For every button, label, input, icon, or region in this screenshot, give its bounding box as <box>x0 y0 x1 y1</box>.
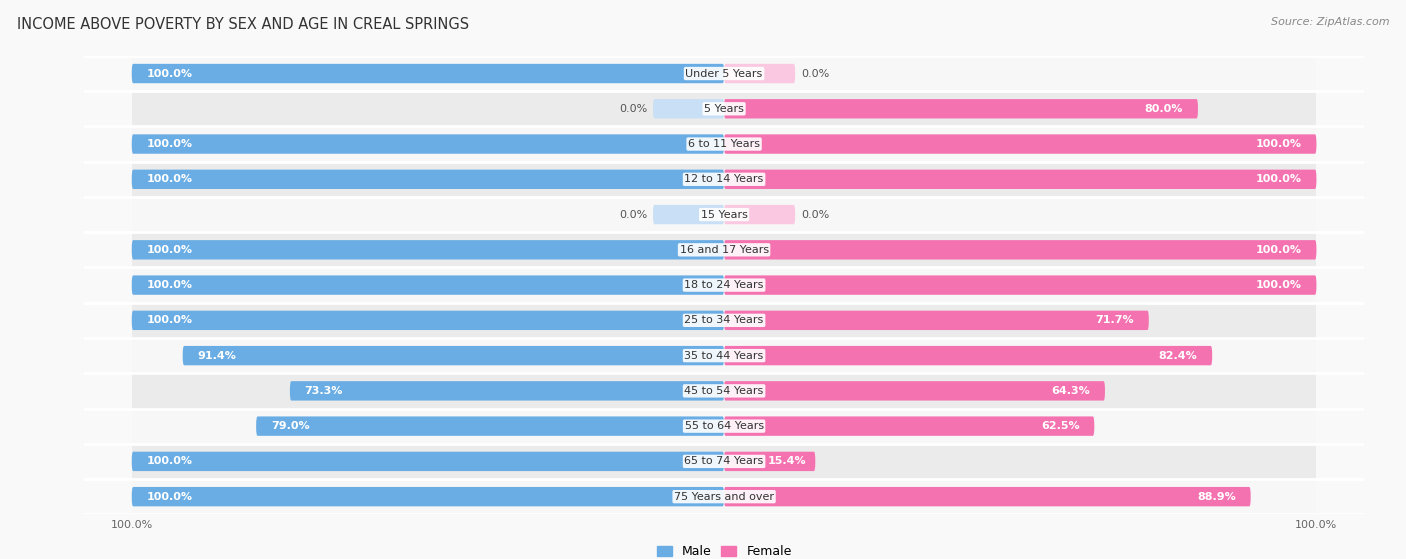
Text: 55 to 64 Years: 55 to 64 Years <box>685 421 763 431</box>
FancyBboxPatch shape <box>132 311 724 330</box>
FancyBboxPatch shape <box>256 416 724 436</box>
Text: 100.0%: 100.0% <box>146 139 193 149</box>
FancyBboxPatch shape <box>724 99 1198 119</box>
FancyBboxPatch shape <box>724 169 1316 189</box>
FancyBboxPatch shape <box>132 338 1316 373</box>
Text: 45 to 54 Years: 45 to 54 Years <box>685 386 763 396</box>
FancyBboxPatch shape <box>132 479 1316 514</box>
Text: 0.0%: 0.0% <box>619 210 647 220</box>
Text: 65 to 74 Years: 65 to 74 Years <box>685 456 763 466</box>
FancyBboxPatch shape <box>132 452 724 471</box>
Text: 75 Years and over: 75 Years and over <box>673 492 775 501</box>
FancyBboxPatch shape <box>132 444 1316 479</box>
Text: 80.0%: 80.0% <box>1144 104 1184 114</box>
Text: 82.4%: 82.4% <box>1159 350 1198 361</box>
Text: 71.7%: 71.7% <box>1095 315 1135 325</box>
FancyBboxPatch shape <box>132 126 1316 162</box>
Text: 62.5%: 62.5% <box>1040 421 1080 431</box>
FancyBboxPatch shape <box>724 64 796 83</box>
Text: 100.0%: 100.0% <box>146 245 193 255</box>
Text: 64.3%: 64.3% <box>1052 386 1090 396</box>
FancyBboxPatch shape <box>132 134 724 154</box>
Text: 100.0%: 100.0% <box>146 280 193 290</box>
Text: 100.0%: 100.0% <box>146 492 193 501</box>
Text: 16 and 17 Years: 16 and 17 Years <box>679 245 769 255</box>
Text: 91.4%: 91.4% <box>197 350 236 361</box>
FancyBboxPatch shape <box>132 162 1316 197</box>
Legend: Male, Female: Male, Female <box>651 540 797 559</box>
Text: 15.4%: 15.4% <box>768 456 807 466</box>
Text: 0.0%: 0.0% <box>801 210 830 220</box>
FancyBboxPatch shape <box>132 169 724 189</box>
Text: 100.0%: 100.0% <box>146 456 193 466</box>
FancyBboxPatch shape <box>132 56 1316 91</box>
Text: 18 to 24 Years: 18 to 24 Years <box>685 280 763 290</box>
FancyBboxPatch shape <box>132 267 1316 303</box>
FancyBboxPatch shape <box>724 346 1212 366</box>
Text: 100.0%: 100.0% <box>146 315 193 325</box>
FancyBboxPatch shape <box>652 205 724 224</box>
FancyBboxPatch shape <box>132 240 724 259</box>
FancyBboxPatch shape <box>724 452 815 471</box>
FancyBboxPatch shape <box>724 381 1105 401</box>
Text: 5 Years: 5 Years <box>704 104 744 114</box>
FancyBboxPatch shape <box>724 487 1251 506</box>
FancyBboxPatch shape <box>132 232 1316 267</box>
FancyBboxPatch shape <box>724 134 1316 154</box>
FancyBboxPatch shape <box>724 311 1149 330</box>
Text: 0.0%: 0.0% <box>801 69 830 78</box>
Text: 35 to 44 Years: 35 to 44 Years <box>685 350 763 361</box>
Text: 100.0%: 100.0% <box>1256 139 1302 149</box>
FancyBboxPatch shape <box>132 487 724 506</box>
Text: INCOME ABOVE POVERTY BY SEX AND AGE IN CREAL SPRINGS: INCOME ABOVE POVERTY BY SEX AND AGE IN C… <box>17 17 470 32</box>
Text: 15 Years: 15 Years <box>700 210 748 220</box>
FancyBboxPatch shape <box>183 346 724 366</box>
Text: 88.9%: 88.9% <box>1197 492 1236 501</box>
FancyBboxPatch shape <box>724 416 1094 436</box>
FancyBboxPatch shape <box>132 276 724 295</box>
FancyBboxPatch shape <box>132 91 1316 126</box>
Text: 100.0%: 100.0% <box>1256 280 1302 290</box>
FancyBboxPatch shape <box>652 99 724 119</box>
FancyBboxPatch shape <box>724 276 1316 295</box>
Text: 100.0%: 100.0% <box>1256 245 1302 255</box>
Text: 100.0%: 100.0% <box>146 174 193 184</box>
Text: 100.0%: 100.0% <box>1256 174 1302 184</box>
Text: 6 to 11 Years: 6 to 11 Years <box>688 139 761 149</box>
FancyBboxPatch shape <box>132 64 724 83</box>
Text: Under 5 Years: Under 5 Years <box>686 69 762 78</box>
FancyBboxPatch shape <box>132 409 1316 444</box>
FancyBboxPatch shape <box>132 197 1316 232</box>
Text: 79.0%: 79.0% <box>271 421 309 431</box>
Text: 73.3%: 73.3% <box>305 386 343 396</box>
Text: 100.0%: 100.0% <box>146 69 193 78</box>
Text: 0.0%: 0.0% <box>619 104 647 114</box>
Text: 25 to 34 Years: 25 to 34 Years <box>685 315 763 325</box>
FancyBboxPatch shape <box>132 373 1316 409</box>
FancyBboxPatch shape <box>724 240 1316 259</box>
Text: 12 to 14 Years: 12 to 14 Years <box>685 174 763 184</box>
Text: Source: ZipAtlas.com: Source: ZipAtlas.com <box>1271 17 1389 27</box>
FancyBboxPatch shape <box>290 381 724 401</box>
FancyBboxPatch shape <box>132 303 1316 338</box>
FancyBboxPatch shape <box>724 205 796 224</box>
